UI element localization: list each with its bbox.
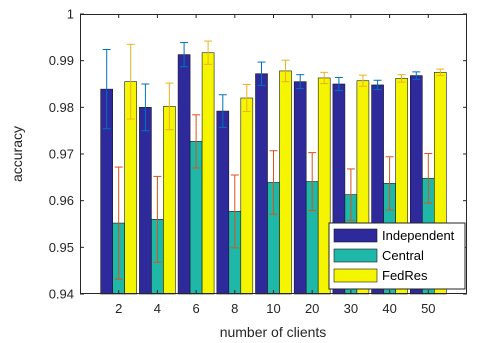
x-tick-label: 10 bbox=[266, 301, 280, 316]
y-tick-label: 0.94 bbox=[49, 287, 74, 302]
x-axis-label: number of clients bbox=[220, 324, 327, 340]
y-tick-label: 1 bbox=[67, 7, 74, 22]
bar-fedres-20 bbox=[317, 77, 331, 295]
y-tick-label: 0.99 bbox=[49, 53, 74, 68]
x-tick-label: 50 bbox=[421, 301, 435, 316]
y-axis-label: accuracy bbox=[9, 126, 25, 182]
legend-swatch-independent bbox=[333, 228, 378, 243]
x-axis: 2 4 6 8 10 20 30 40 50 bbox=[115, 14, 436, 316]
legend-swatch-fedres bbox=[333, 268, 378, 283]
bar-independent-8 bbox=[216, 110, 230, 295]
legend-label-independent: Independent bbox=[382, 228, 455, 243]
bar-fedres-10 bbox=[279, 70, 292, 295]
y-tick-label: 0.95 bbox=[49, 240, 74, 255]
y-axis: 0.94 0.95 0.96 0.97 0.98 0.99 1 bbox=[49, 7, 467, 302]
y-tick-label: 0.96 bbox=[49, 193, 74, 208]
bar-independent-20 bbox=[293, 81, 307, 295]
bar-fedres-8 bbox=[240, 97, 254, 295]
x-tick-label: 4 bbox=[154, 301, 161, 316]
x-tick-label: 2 bbox=[115, 301, 122, 316]
y-tick-label: 0.98 bbox=[49, 100, 74, 115]
bar-fedres-4 bbox=[163, 106, 176, 295]
legend-label-fedres: FedRes bbox=[382, 268, 428, 283]
x-tick-label: 20 bbox=[305, 301, 319, 316]
legend-label-central: Central bbox=[382, 248, 424, 263]
bar-independent-10 bbox=[255, 73, 268, 295]
bar-fedres-6 bbox=[201, 52, 215, 295]
bar-independent-6 bbox=[177, 54, 191, 295]
legend-swatch-central bbox=[333, 248, 378, 263]
x-tick-label: 8 bbox=[231, 301, 238, 316]
errorbar-group bbox=[102, 40, 445, 280]
y-tick-label: 0.97 bbox=[49, 147, 74, 162]
x-tick-label: 6 bbox=[192, 301, 199, 316]
legend: Independent Central FedRes bbox=[328, 222, 466, 290]
x-tick-label: 40 bbox=[382, 301, 396, 316]
bar-independent-4 bbox=[139, 107, 152, 295]
x-tick-label: 30 bbox=[344, 301, 358, 316]
